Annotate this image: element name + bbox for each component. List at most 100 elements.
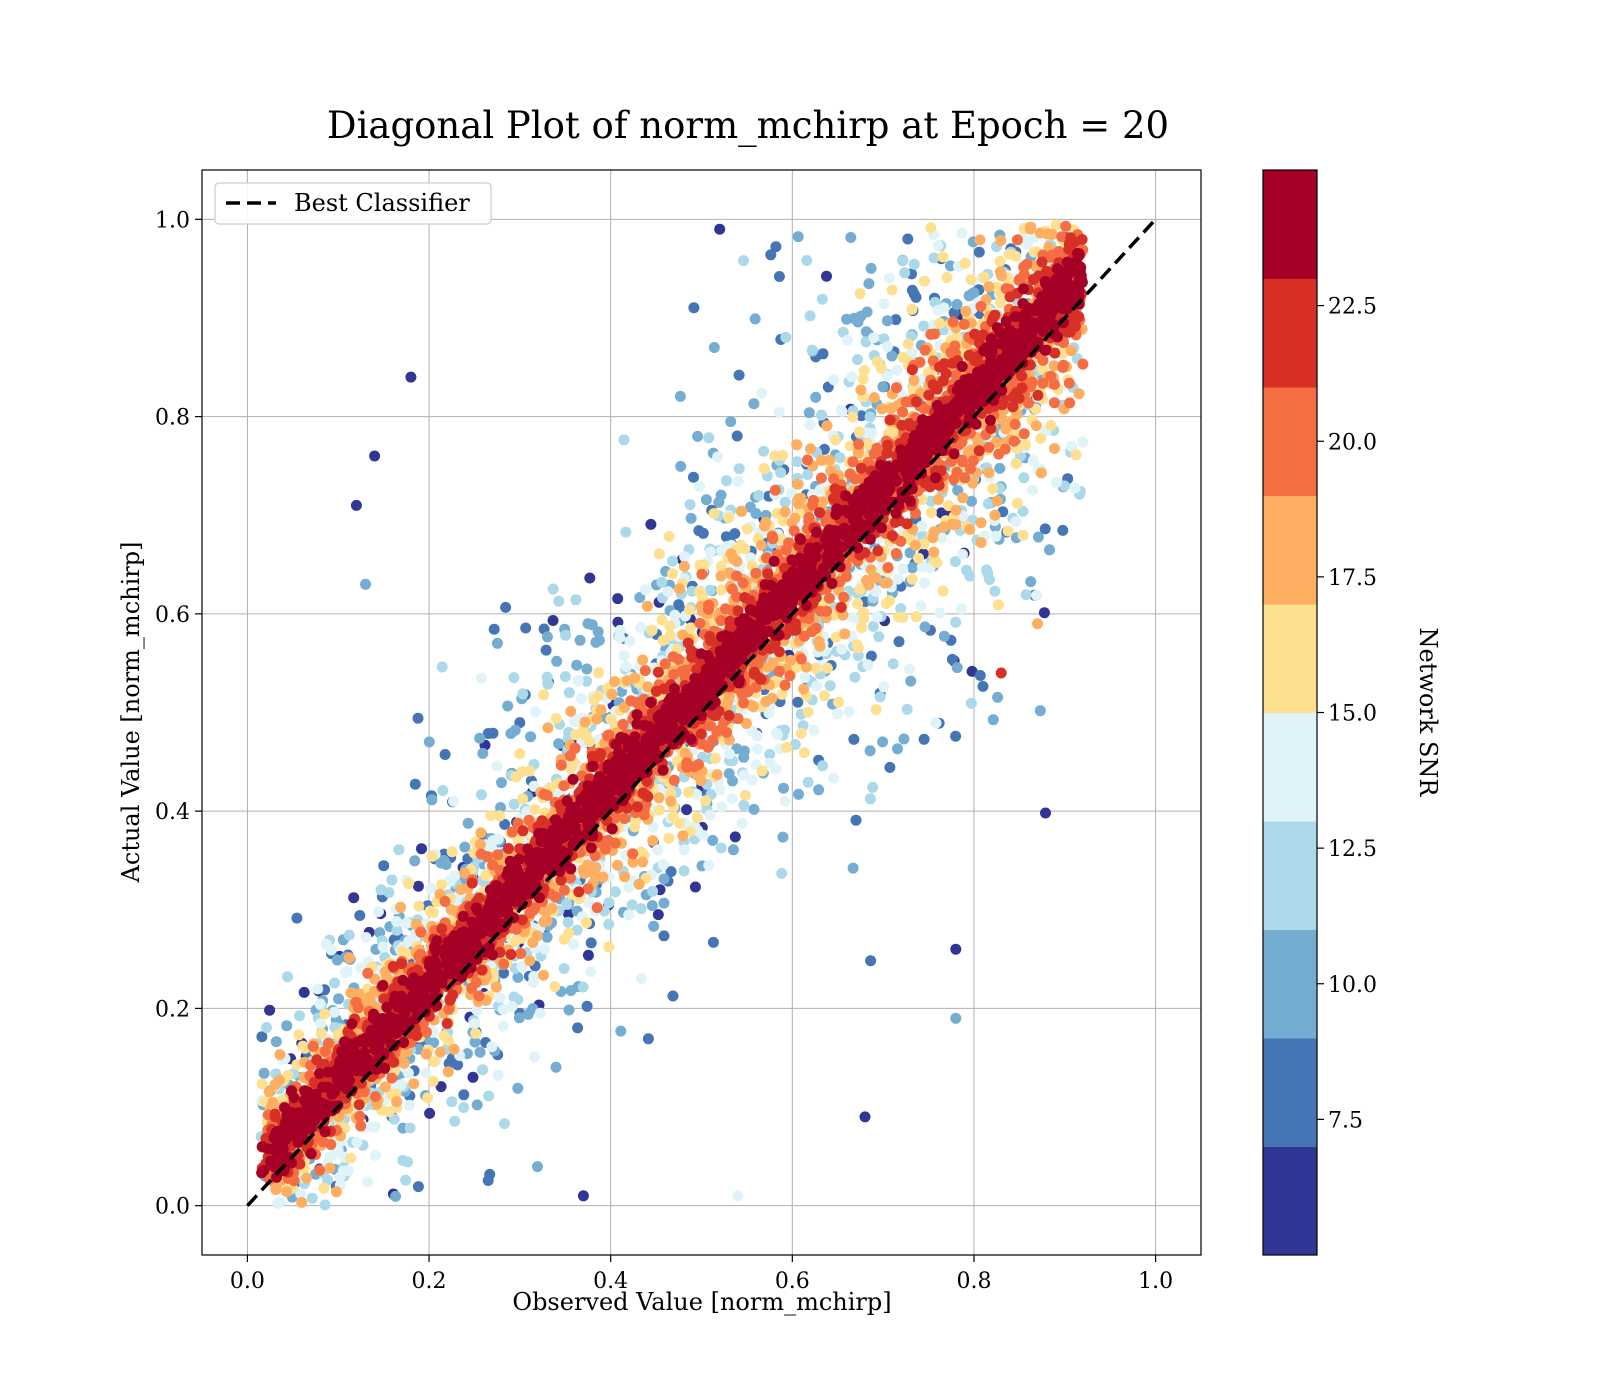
scatter-point <box>664 620 676 632</box>
scatter-point <box>947 316 959 328</box>
scatter-point <box>386 874 398 886</box>
scatter-point <box>452 1059 464 1071</box>
scatter-point <box>916 520 928 532</box>
scatter-point <box>424 1107 436 1119</box>
scatter-point <box>495 802 506 813</box>
scatter-point <box>369 450 381 462</box>
scatter-point <box>867 621 879 632</box>
scatter-point <box>1045 420 1057 431</box>
scatter-point <box>679 551 691 563</box>
scatter-point <box>492 833 504 845</box>
scatter-point <box>340 967 351 979</box>
scatter-point <box>469 1018 480 1030</box>
scatter-point <box>779 496 791 508</box>
scatter-point <box>938 521 950 533</box>
scatter-point <box>514 748 526 760</box>
scatter-point <box>906 303 918 315</box>
scatter-point <box>562 916 574 928</box>
scatter-point <box>777 831 789 843</box>
scatter-point <box>351 1136 363 1148</box>
scatter-point <box>558 884 570 896</box>
scatter-point <box>892 743 903 755</box>
scatter-point <box>540 644 552 656</box>
scatter-point <box>991 495 1003 507</box>
scatter-point <box>704 584 716 596</box>
scatter-point <box>482 728 494 739</box>
scatter-point <box>897 406 909 418</box>
scatter-point <box>1011 497 1023 509</box>
scatter-point <box>369 1149 381 1161</box>
scatter-point <box>711 769 723 781</box>
scatter-point <box>475 827 487 839</box>
scatter-point <box>816 293 828 305</box>
scatter-point <box>951 662 963 674</box>
scatter-point <box>965 274 977 286</box>
scatter-point <box>272 1197 284 1209</box>
scatter-point <box>1017 505 1029 517</box>
scatter-point <box>513 1012 525 1024</box>
scatter-point <box>710 752 721 764</box>
scatter-point <box>949 556 961 568</box>
scatter-point <box>436 879 448 891</box>
scatter-point <box>821 270 832 282</box>
scatter-point <box>1002 525 1014 537</box>
scatter-point <box>891 382 902 394</box>
scatter-point <box>654 804 665 816</box>
scatter-point <box>1010 458 1022 470</box>
scatter-point <box>653 792 665 804</box>
scatter-point <box>793 788 804 800</box>
scatter-point <box>1020 589 1032 601</box>
scatter-point <box>1031 589 1043 601</box>
scatter-point <box>603 897 615 909</box>
scatter-point <box>853 438 865 450</box>
scatter-point <box>330 1186 342 1198</box>
scatter-point <box>315 1027 327 1039</box>
scatter-point <box>928 252 940 264</box>
scatter-point <box>318 1182 330 1194</box>
scatter-point <box>579 716 591 728</box>
scatter-point <box>852 650 864 662</box>
scatter-point <box>957 492 969 504</box>
scatter-point <box>804 419 816 431</box>
scatter-point <box>874 691 886 703</box>
scatter-point <box>906 573 918 585</box>
scatter-point <box>314 998 326 1010</box>
scatter-point <box>506 1001 518 1012</box>
scatter-point <box>708 508 720 519</box>
scatter-point <box>319 1045 331 1057</box>
scatter-point <box>824 680 836 692</box>
scatter-point <box>1030 420 1042 432</box>
scatter-point <box>973 246 985 258</box>
scatter-point <box>510 771 522 783</box>
plot-area: 0.0 0.2 0.4 0.6 0.8 1.0 0.00.20.40.60.81.0 <box>155 169 1202 1294</box>
scatter-point <box>738 255 749 267</box>
scatter-point <box>983 441 995 453</box>
scatter-point <box>405 371 417 383</box>
scatter-point <box>565 705 577 717</box>
scatter-point <box>919 344 931 356</box>
scatter-point <box>626 899 638 911</box>
scatter-point <box>471 1099 483 1111</box>
scatter-point <box>1025 221 1037 233</box>
scatter-point <box>635 973 647 984</box>
scatter-point <box>663 531 675 542</box>
scatter-point <box>821 420 833 432</box>
scatter-point <box>855 410 867 422</box>
scatter-point <box>848 733 860 745</box>
scatter-point <box>802 776 814 788</box>
scatter-point <box>637 654 649 666</box>
scatter-point <box>964 523 976 535</box>
scatter-point <box>541 931 553 943</box>
scatter-point <box>716 801 728 813</box>
scatter-point <box>633 878 645 890</box>
scatter-point <box>400 1174 412 1186</box>
scatter-point <box>987 483 999 495</box>
scatter-point <box>841 334 853 346</box>
scatter-point <box>412 712 424 724</box>
scatter-point <box>267 1096 279 1108</box>
scatter-point <box>801 255 813 266</box>
scatter-point <box>273 1074 285 1086</box>
scatter-point <box>362 1176 374 1188</box>
scatter-point <box>476 789 487 801</box>
scatter-point <box>855 384 867 396</box>
